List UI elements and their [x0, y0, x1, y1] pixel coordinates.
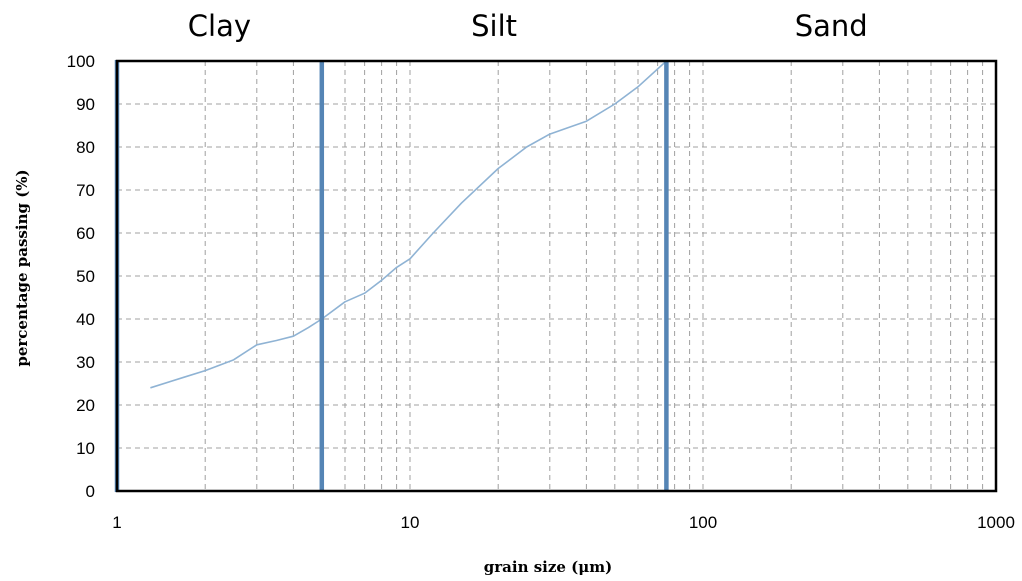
x-tick-labels: 1 10 100 1000 [112, 513, 1015, 532]
y-tick-label: 90 [76, 95, 95, 114]
y-tick-label: 0 [86, 482, 95, 501]
plot-frame [115, 59, 998, 493]
y-tick-label: 50 [76, 267, 95, 286]
y-tick-label: 100 [67, 52, 95, 71]
zone-label-silt: Silt [471, 9, 517, 43]
y-axis-label: percentage passing (%) [13, 169, 31, 366]
zone-labels: Clay Silt Sand [188, 9, 868, 43]
x-axis-label: grain size (μm) [484, 558, 612, 576]
x-tick-label: 1000 [977, 513, 1015, 532]
y-tick-label: 40 [76, 310, 95, 329]
y-tick-labels: 0 10 20 30 40 50 60 70 80 90 100 [67, 52, 95, 501]
zone-label-clay: Clay [188, 9, 251, 43]
x-tick-label: 10 [401, 513, 420, 532]
x-tick-label: 100 [689, 513, 717, 532]
zone-label-sand: Sand [795, 9, 868, 43]
y-tick-label: 70 [76, 181, 95, 200]
x-tick-label: 1 [112, 513, 121, 532]
y-tick-label: 80 [76, 138, 95, 157]
y-tick-label: 10 [76, 439, 95, 458]
y-tick-label: 30 [76, 353, 95, 372]
y-tick-label: 60 [76, 224, 95, 243]
grid-layer [117, 61, 996, 491]
series-layer [150, 60, 667, 389]
series-line-0 [150, 60, 667, 389]
y-tick-label: 20 [76, 396, 95, 415]
